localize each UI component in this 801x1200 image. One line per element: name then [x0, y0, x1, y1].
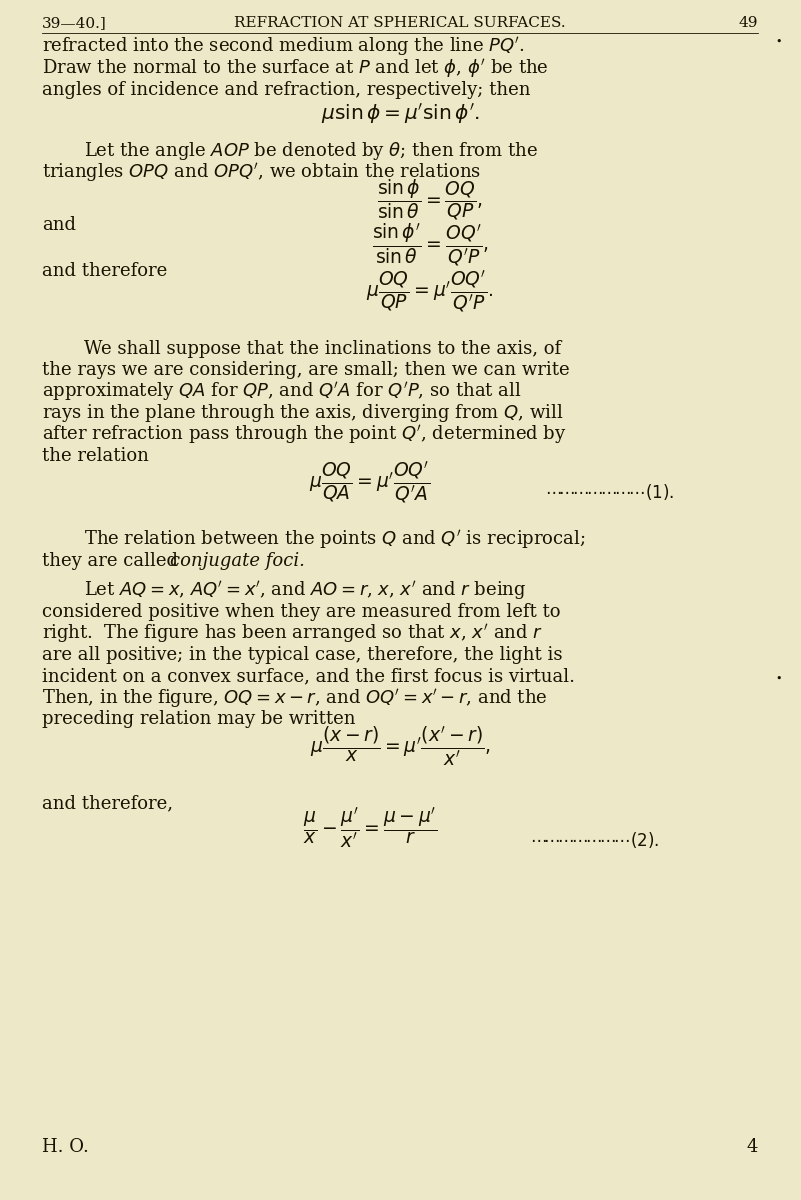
Text: and therefore: and therefore [42, 262, 167, 280]
Text: triangles $OPQ$ and $OPQ'$, we obtain the relations: triangles $OPQ$ and $OPQ'$, we obtain th… [42, 162, 481, 185]
Text: angles of incidence and refraction, respectively; then: angles of incidence and refraction, resp… [42, 80, 530, 98]
Text: $\mu \dfrac{OQ}{QP} = \mu' \dfrac{OQ'}{Q'P}.$: $\mu \dfrac{OQ}{QP} = \mu' \dfrac{OQ'}{Q… [366, 269, 493, 316]
Text: $\mu \dfrac{OQ}{QA} = \mu' \dfrac{OQ'}{Q'A}$: $\mu \dfrac{OQ}{QA} = \mu' \dfrac{OQ'}{Q… [309, 461, 430, 506]
Text: and therefore,: and therefore, [42, 794, 173, 812]
Text: H. O.: H. O. [42, 1138, 89, 1156]
Text: $\dfrac{\mu}{x} - \dfrac{\mu'}{x'} = \dfrac{\mu - \mu'}{r}$: $\dfrac{\mu}{x} - \dfrac{\mu'}{x'} = \df… [303, 805, 437, 851]
Text: Then, in the figure, $OQ = x - r$, and $OQ' = x' - r$, and the: Then, in the figure, $OQ = x - r$, and $… [42, 686, 548, 709]
Text: Let the angle $AOP$ be denoted by $\theta$; then from the: Let the angle $AOP$ be denoted by $\thet… [84, 140, 538, 162]
Text: rays in the plane through the axis, diverging from $Q$, will: rays in the plane through the axis, dive… [42, 402, 563, 424]
Text: 4: 4 [747, 1138, 758, 1156]
Text: Let $AQ = x$, $AQ' = x'$, and $AO = r$, $x$, $x'$ and $r$ being: Let $AQ = x$, $AQ' = x'$, and $AO = r$, … [84, 578, 526, 602]
Text: Draw the normal to the surface at $P$ and let $\phi$, $\phi'$ be the: Draw the normal to the surface at $P$ an… [42, 56, 549, 80]
Text: and: and [42, 216, 76, 234]
Text: after refraction pass through the point $Q'$, determined by: after refraction pass through the point … [42, 422, 566, 446]
Text: $\mu \dfrac{(x-r)}{x} = \mu' \dfrac{(x'-r)}{x'},$: $\mu \dfrac{(x-r)}{x} = \mu' \dfrac{(x'-… [309, 725, 490, 769]
Text: they are called: they are called [42, 552, 183, 570]
Text: $\cdots\!\cdots\!\cdots\!\cdots\!\cdots\!\cdots\!\cdots(1).$: $\cdots\!\cdots\!\cdots\!\cdots\!\cdots\… [545, 482, 674, 503]
Text: the relation: the relation [42, 446, 149, 464]
Text: incident on a convex surface, and the first focus is virtual.: incident on a convex surface, and the fi… [42, 667, 575, 685]
Text: the rays we are considering, are small; then we can write: the rays we are considering, are small; … [42, 361, 570, 379]
Text: considered positive when they are measured from left to: considered positive when they are measur… [42, 602, 561, 622]
Text: conjugate foci.: conjugate foci. [170, 552, 305, 570]
Text: $\dfrac{\sin \phi}{\sin \theta} = \dfrac{OQ}{QP},$: $\dfrac{\sin \phi}{\sin \theta} = \dfrac… [377, 176, 483, 222]
Text: 39—40.]: 39—40.] [42, 16, 107, 30]
Text: •: • [775, 37, 782, 47]
Text: approximately $QA$ for $QP$, and $Q'A$ for $Q'P$, so that all: approximately $QA$ for $QP$, and $Q'A$ f… [42, 380, 521, 403]
Text: 49: 49 [739, 16, 758, 30]
Text: $\cdots\!\cdots\!\cdots\!\cdots\!\cdots\!\cdots\!\cdots(2).$: $\cdots\!\cdots\!\cdots\!\cdots\!\cdots\… [530, 829, 659, 850]
Text: REFRACTION AT SPHERICAL SURFACES.: REFRACTION AT SPHERICAL SURFACES. [234, 16, 566, 30]
Text: $\dfrac{\sin \phi'}{\sin \theta} = \dfrac{OQ'}{Q'P},$: $\dfrac{\sin \phi'}{\sin \theta} = \dfra… [372, 222, 489, 270]
Text: •: • [775, 673, 782, 684]
Text: refracted into the second medium along the line $PQ'$.: refracted into the second medium along t… [42, 36, 525, 59]
Text: preceding relation may be written: preceding relation may be written [42, 710, 356, 728]
Text: right.  The figure has been arranged so that $x$, $x'$ and $r$: right. The figure has been arranged so t… [42, 622, 543, 646]
Text: The relation between the points $Q$ and $Q'$ is reciprocal;: The relation between the points $Q$ and … [84, 528, 586, 551]
Text: are all positive; in the typical case, therefore, the light is: are all positive; in the typical case, t… [42, 646, 562, 664]
Text: $\mu \sin \phi = \mu' \sin \phi'.$: $\mu \sin \phi = \mu' \sin \phi'.$ [320, 102, 479, 126]
Text: We shall suppose that the inclinations to the axis, of: We shall suppose that the inclinations t… [84, 340, 562, 358]
